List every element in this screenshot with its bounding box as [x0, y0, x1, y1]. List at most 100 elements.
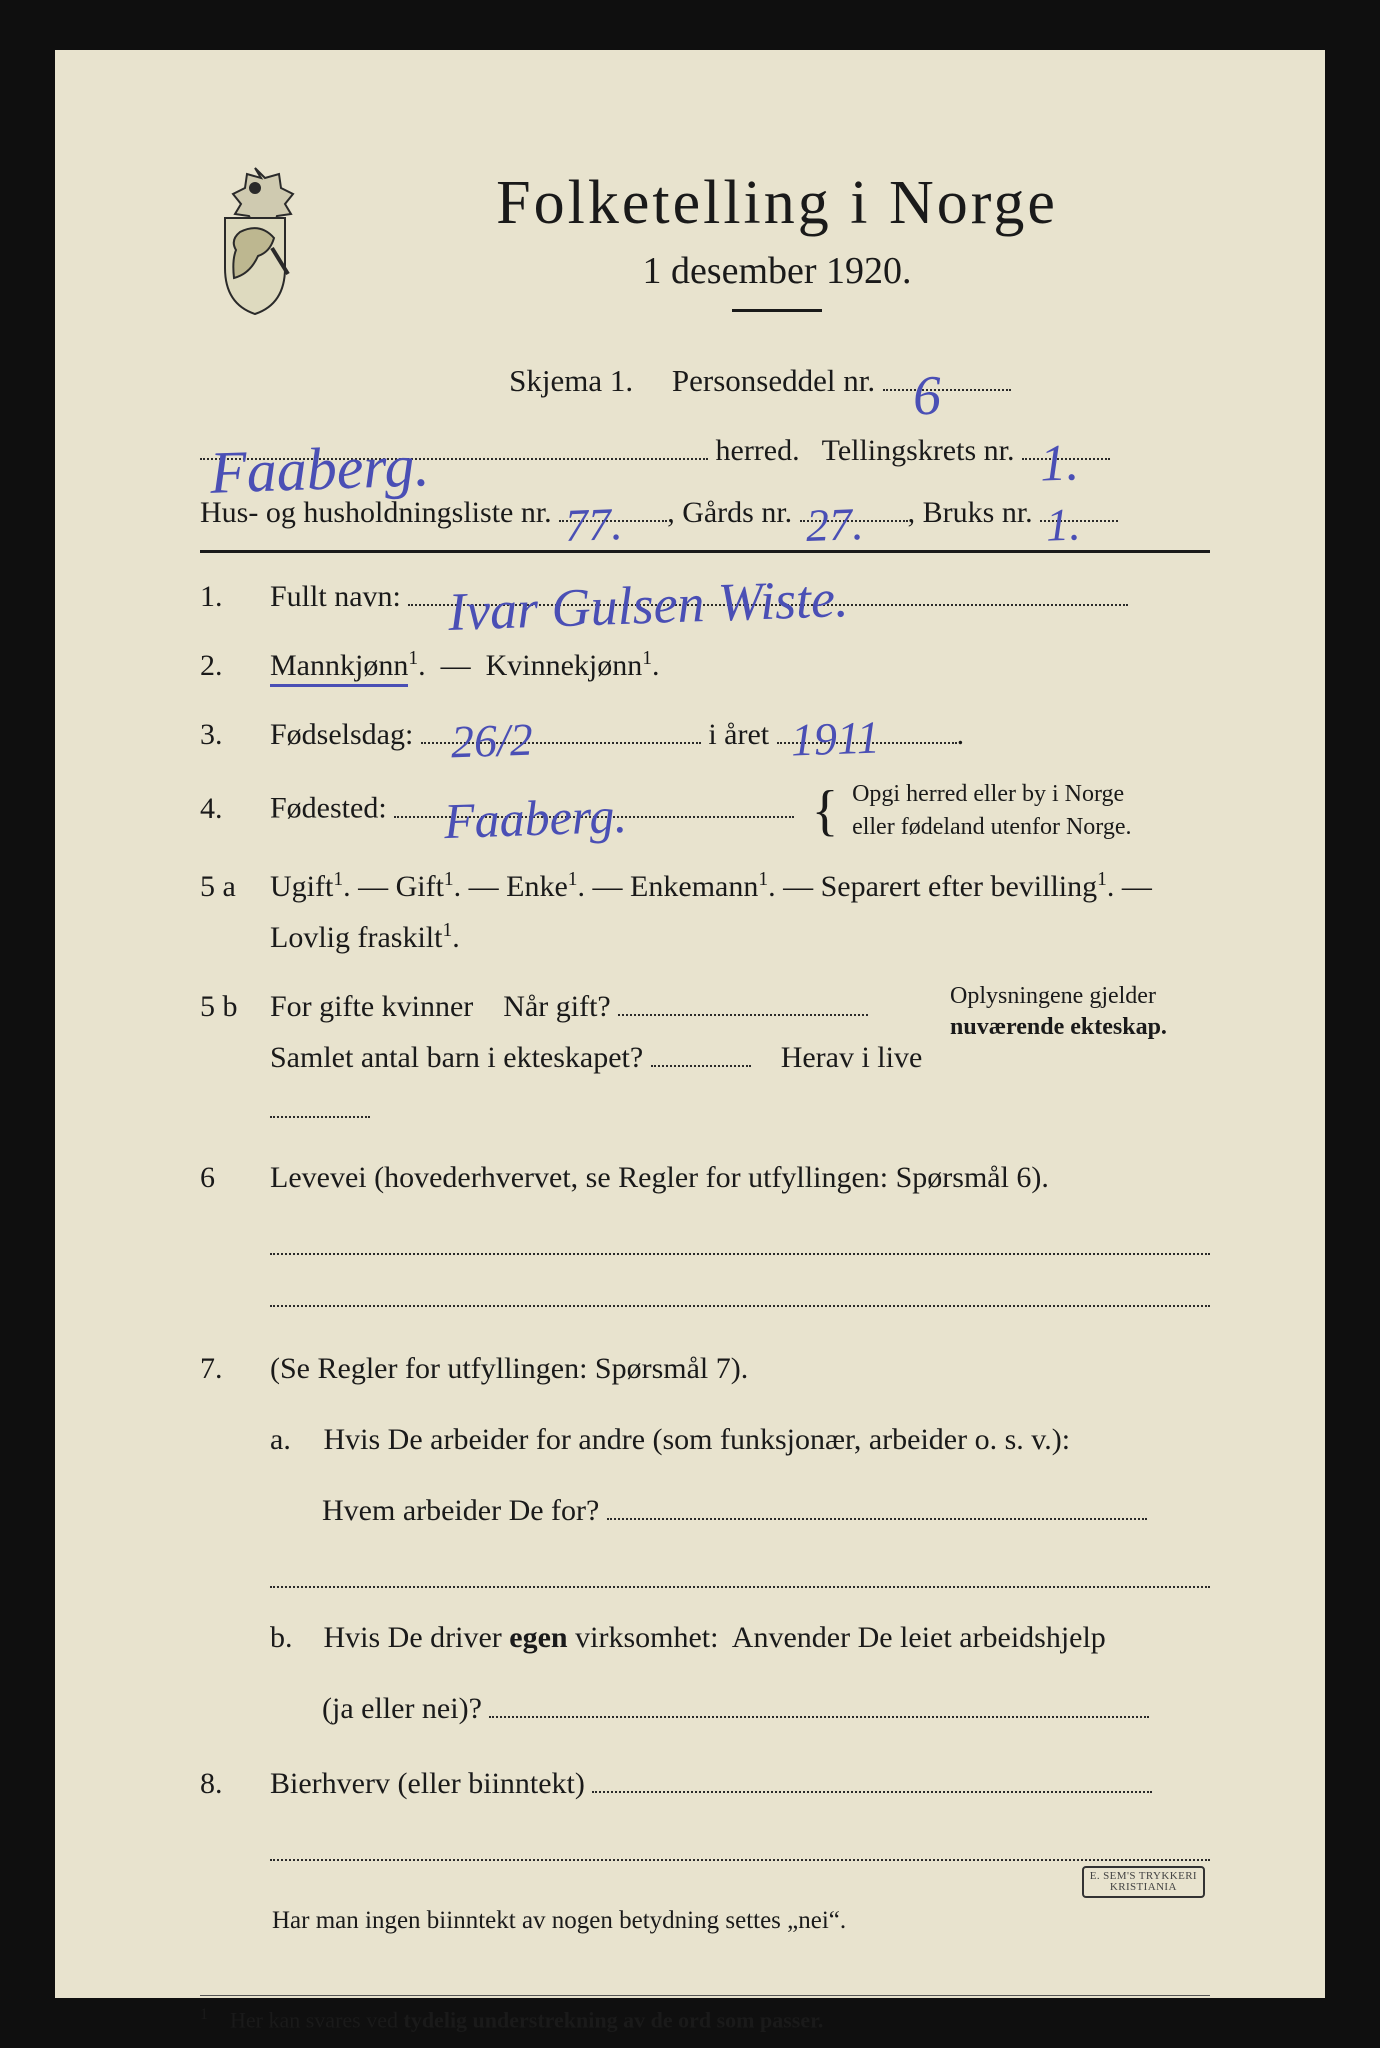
gards-label: Gårds nr.	[682, 496, 792, 529]
q3-year: 1911	[789, 699, 880, 780]
q5b-num: 5 b	[200, 981, 270, 1032]
q7-num: 7.	[200, 1343, 270, 1394]
q3: 3. Fødselsdag: 26/2 i året 1911 .	[200, 709, 1210, 760]
q5a-opt3: Enkemann	[630, 870, 758, 903]
skjema-label: Skjema 1.	[509, 363, 633, 398]
skjema-line: Skjema 1. Personseddel nr. 6	[200, 352, 1210, 409]
q5a-opt0: Ugift	[270, 870, 333, 903]
q2-mann: Mannkjønn	[270, 649, 408, 687]
q1-label: Fullt navn:	[270, 580, 401, 613]
hus-line: Hus- og husholdningsliste nr. 77. , Gård…	[200, 485, 1210, 541]
herred-field: Faaberg.	[200, 458, 708, 460]
title-main: Folketelling i Norge	[344, 168, 1210, 239]
hus-field: 77.	[559, 520, 667, 522]
q7a-field2	[270, 1546, 1210, 1588]
q5b: 5 b Oplysningene gjelder nuværende ektes…	[200, 981, 1210, 1134]
q7a-2: Hvem arbeider De for?	[322, 1494, 599, 1527]
q3-day: 26/2	[450, 701, 534, 782]
q7b-1: Hvis De driver egen virksomhet: Anvender…	[324, 1621, 1106, 1654]
q5a-opt2: Enke	[506, 870, 568, 903]
q2-kvinne: Kvinnekjønn	[486, 649, 643, 682]
q7b-2: (ja eller nei)?	[322, 1692, 482, 1725]
section-rule	[200, 550, 1210, 553]
herred-line: Faaberg. herred. Tellingskrets nr. 1.	[200, 423, 1210, 479]
q7a-pre: a.	[270, 1414, 316, 1465]
q6: 6 Levevei (hovederhvervet, se Regler for…	[200, 1152, 1210, 1307]
title-block: Folketelling i Norge 1 desember 1920.	[344, 160, 1210, 312]
coat-of-arms-icon	[200, 160, 310, 320]
q8-field	[592, 1791, 1152, 1793]
q5a-last: Lovlig fraskilt	[270, 921, 442, 954]
q5a-opt1: Gift	[396, 870, 444, 903]
footnote-text: Her kan svares ved tydelig understreknin…	[230, 2007, 823, 2032]
header: Folketelling i Norge 1 desember 1920.	[200, 160, 1210, 320]
herred-label: herred.	[716, 434, 800, 467]
tellingskrets-label: Tellingskrets nr.	[822, 434, 1015, 467]
q2-num: 2.	[200, 640, 270, 691]
q3-num: 3.	[200, 709, 270, 760]
printer-stamp: E. SEM'S TRYKKERI KRISTIANIA	[1082, 1866, 1205, 1898]
q5b-l1a: For gifte kvinner	[270, 990, 473, 1023]
q3-label: Fødselsdag:	[270, 718, 413, 751]
q5b-l2a: Samlet antal barn i ekteskapet?	[270, 1041, 643, 1074]
q1-field: Ivar Gulsen Wiste.	[408, 604, 1128, 606]
q1: 1. Fullt navn: Ivar Gulsen Wiste.	[200, 571, 1210, 622]
bruks-value: 1.	[1045, 481, 1082, 567]
hus-value: 77.	[564, 481, 624, 568]
q7-label: (Se Regler for utfyllingen: Spørsmål 7).	[270, 1352, 748, 1385]
q5b-l2b: Herav i live	[781, 1041, 923, 1074]
q3-mid: i året	[708, 718, 769, 751]
q4-value: Faaberg.	[443, 772, 629, 863]
q5b-live-field	[270, 1116, 370, 1118]
gards-field: 27.	[800, 520, 908, 522]
footnote-num: 1	[200, 2006, 208, 2023]
q6-num: 6	[200, 1152, 270, 1203]
q4-field: Faaberg.	[394, 816, 794, 818]
personseddel-label: Personseddel nr.	[672, 363, 875, 398]
q5a-opt4: Separert efter bevilling	[821, 870, 1098, 903]
q7a-field	[607, 1518, 1147, 1520]
q5b-note: Oplysningene gjelder nuværende ekteskap.	[950, 981, 1210, 1043]
q7b-pre: b.	[270, 1612, 316, 1663]
q8-field2	[270, 1819, 1210, 1861]
q7: 7. (Se Regler for utfyllingen: Spørsmål …	[200, 1343, 1210, 1734]
title-divider	[732, 309, 822, 312]
footnote: 1 Her kan svares ved tydelig understrekn…	[200, 1995, 1210, 2033]
q5b-note-text: Oplysningene gjelder nuværende ekteskap.	[950, 983, 1167, 1040]
q1-num: 1.	[200, 571, 270, 622]
q8: 8. Bierhverv (eller biinntekt)	[200, 1758, 1210, 1861]
document-paper: Folketelling i Norge 1 desember 1920. Sk…	[55, 50, 1325, 1998]
q5a-num: 5 a	[200, 861, 270, 912]
q2-sup1: 1	[408, 648, 418, 669]
personseddel-field: 6	[883, 389, 1011, 391]
q4-note: Opgi herred eller by i Norge eller fødel…	[852, 778, 1132, 843]
q7b-field	[489, 1716, 1149, 1718]
q4-label: Fødested:	[270, 792, 387, 825]
q6-field2	[270, 1265, 1210, 1307]
hus-label: Hus- og husholdningsliste nr.	[200, 496, 552, 529]
q2-sup2: 1	[642, 648, 652, 669]
bruks-label: Bruks nr.	[923, 496, 1033, 529]
q5b-gift-field	[618, 1014, 868, 1016]
stamp-l2: KRISTIANIA	[1090, 1882, 1197, 1893]
q5a: 5 a Ugift1. — Gift1. — Enke1. — Enkemann…	[200, 861, 1210, 963]
gards-value: 27.	[804, 481, 864, 568]
q8-num: 8.	[200, 1758, 270, 1809]
tellingskrets-field: 1.	[1022, 458, 1110, 460]
q8-label: Bierhverv (eller biinntekt)	[270, 1767, 585, 1800]
bruks-field: 1.	[1040, 520, 1118, 522]
page-wrapper: Folketelling i Norge 1 desember 1920. Sk…	[0, 0, 1380, 2048]
q5b-barn-field	[651, 1065, 751, 1067]
q4: 4. Fødested: Faaberg. { Opgi herred elle…	[200, 778, 1210, 843]
title-sub: 1 desember 1920.	[344, 249, 1210, 293]
foot-instruction: Har man ingen biinntekt av nogen betydni…	[200, 1907, 1210, 1935]
q6-field1	[270, 1213, 1210, 1255]
q2: 2. Mannkjønn1. — Kvinnekjønn1.	[200, 640, 1210, 691]
q3-year-field: 1911	[777, 742, 957, 744]
q3-day-field: 26/2	[421, 742, 701, 744]
q7a-1: Hvis De arbeider for andre (som funksjon…	[324, 1423, 1071, 1456]
q5b-l1b: Når gift?	[503, 990, 610, 1023]
q6-label: Levevei (hovederhvervet, se Regler for u…	[270, 1161, 1049, 1194]
q4-num: 4.	[200, 783, 270, 834]
brace-icon: {	[812, 800, 839, 822]
